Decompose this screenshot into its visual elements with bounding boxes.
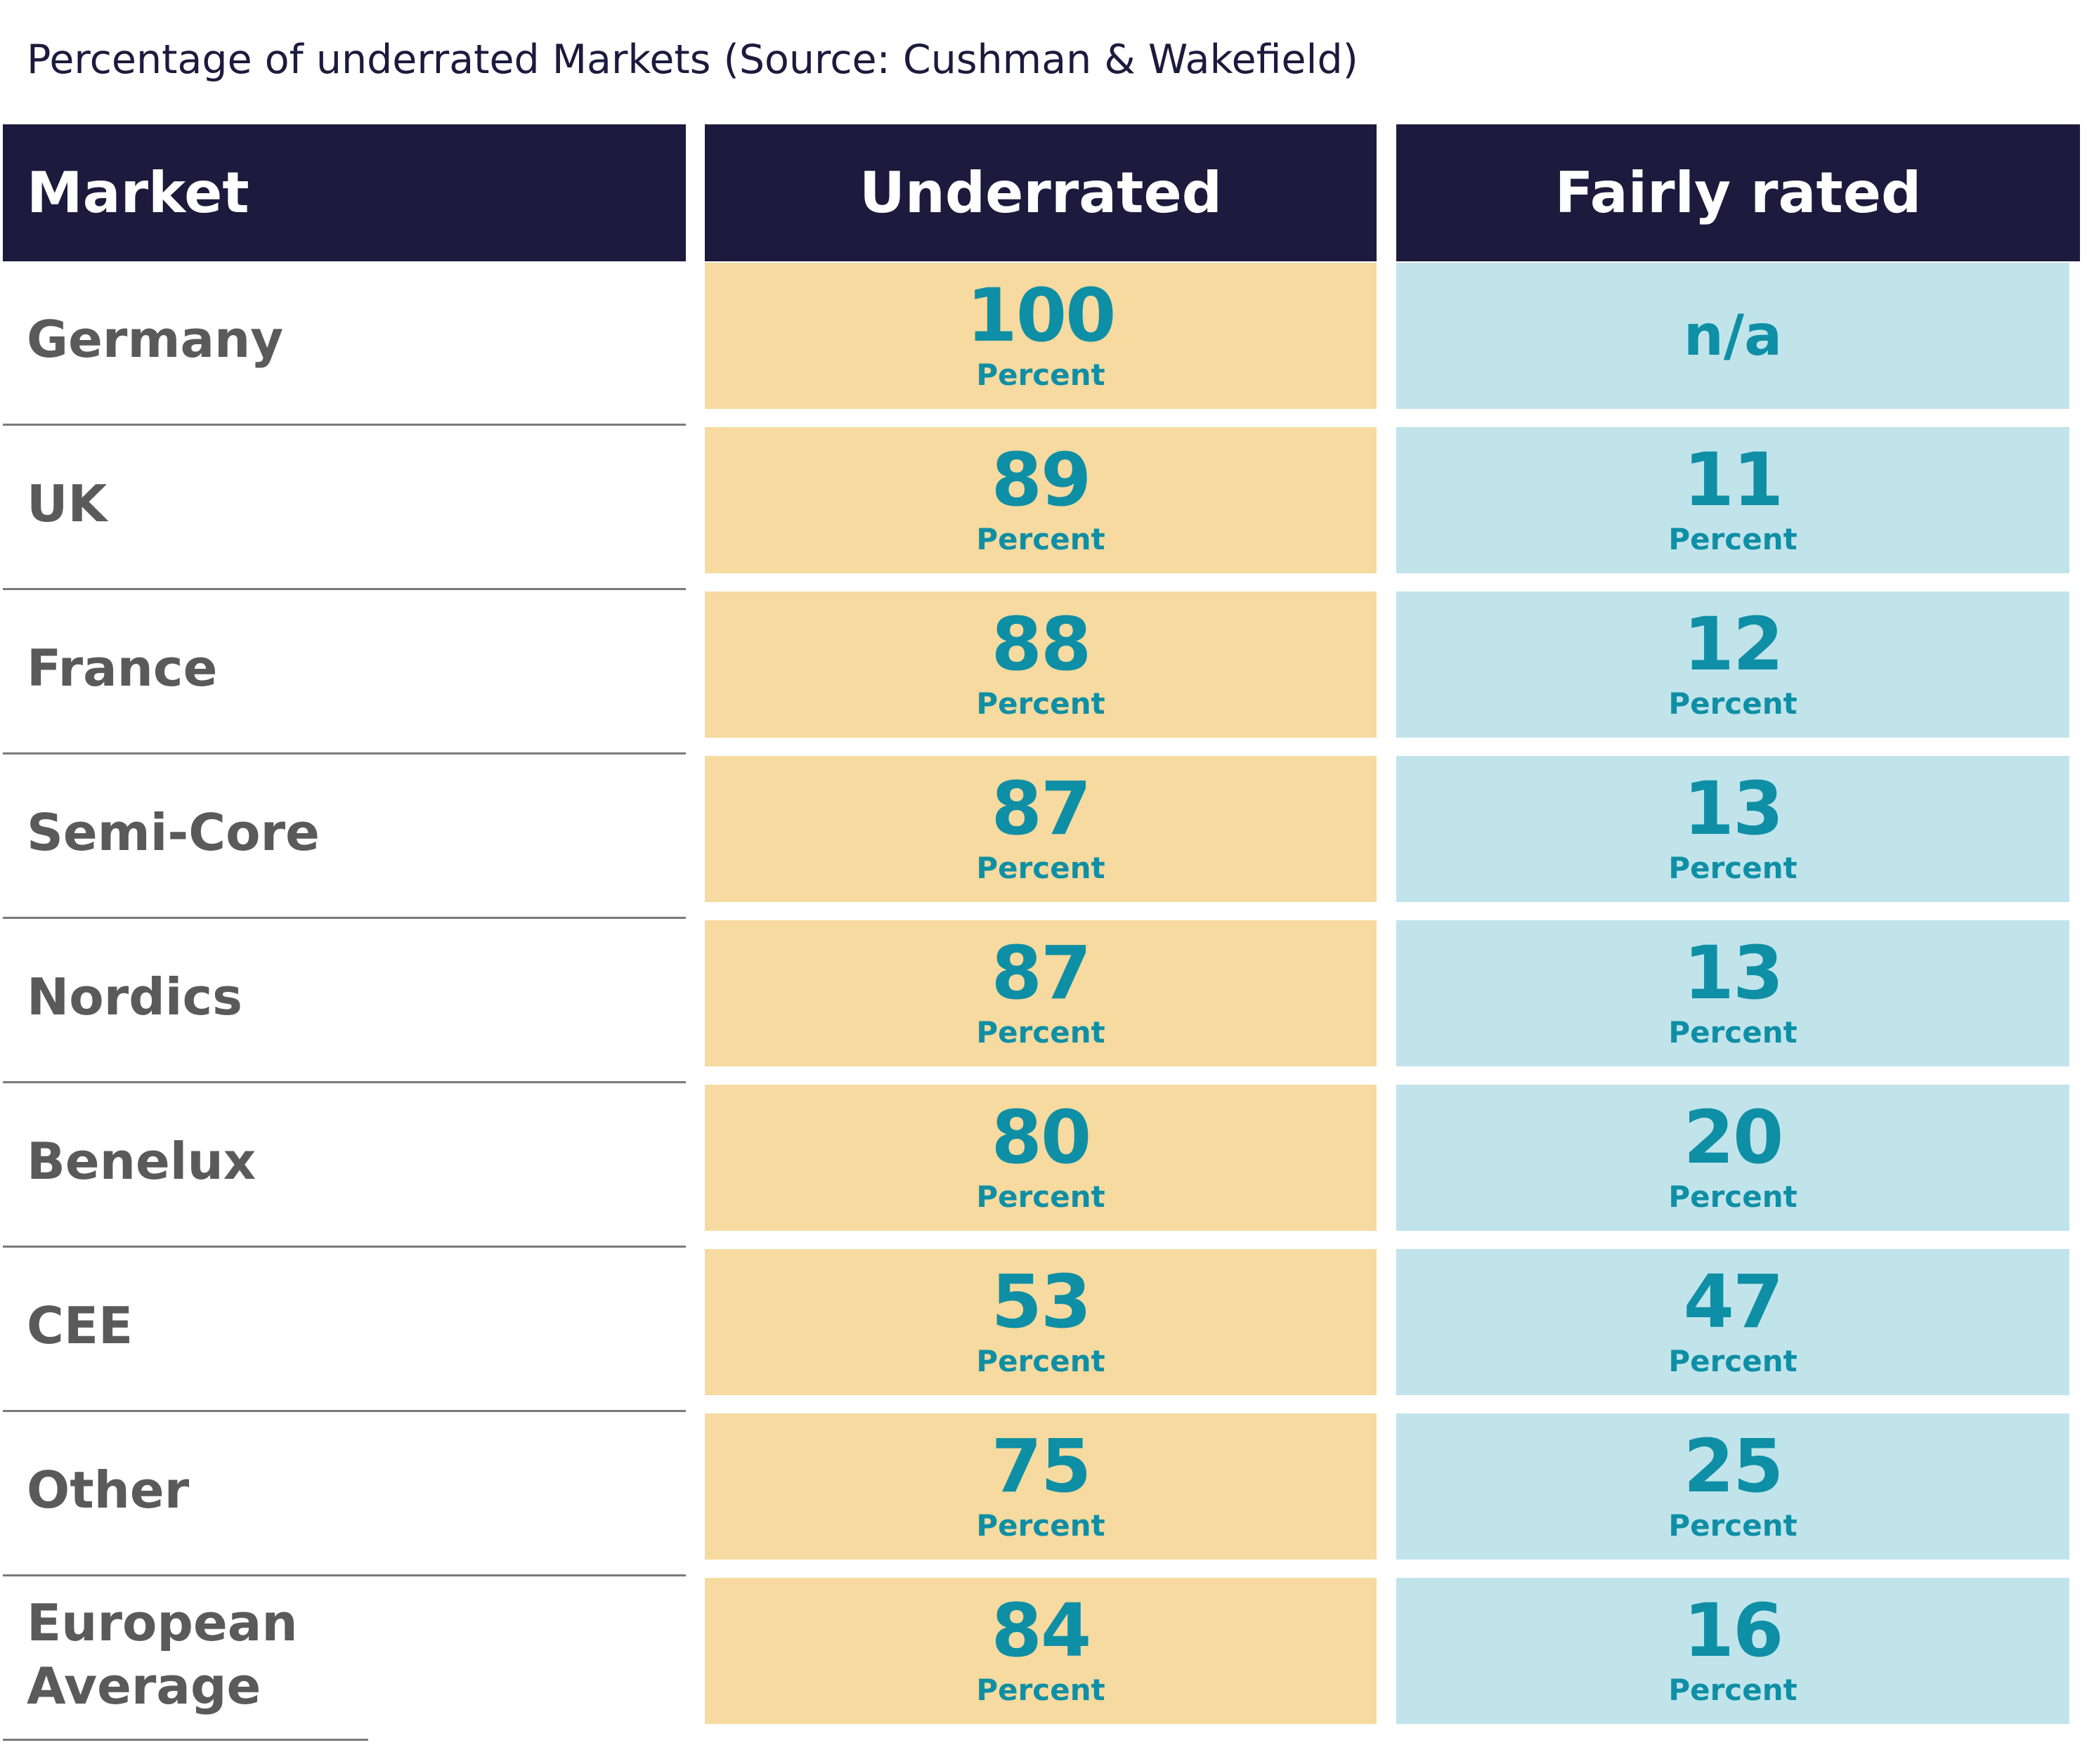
value-number: 84 [991,1588,1092,1673]
value-number: 16 [1683,1588,1784,1673]
market-label: Benelux [3,1083,686,1248]
underrated-cell: 87 Percent [705,920,1377,1066]
value-number: 87 [991,766,1092,851]
underrated-cell: 88 Percent [705,592,1377,738]
value-unit: Percent [1668,1673,1797,1707]
value-na: n/a [1683,303,1783,368]
fairly-rated-cell: 13 Percent [1396,756,2069,902]
header-market: Market [3,124,686,261]
header-underrated: Underrated [705,124,1377,261]
fairly-rated-cell: 16 Percent [1396,1578,2069,1724]
value-number: 75 [991,1423,1092,1509]
value-number: 53 [991,1259,1092,1345]
fairly-rated-cell: 25 Percent [1396,1413,2069,1560]
underrated-cell: 75 Percent [705,1413,1377,1560]
value-number: 20 [1683,1095,1784,1180]
fairly-rated-cell: 11 Percent [1396,427,2069,573]
market-label: Semi-Core [3,754,686,919]
value-unit: Percent [976,686,1105,721]
value-number: 89 [991,437,1092,523]
value-unit: Percent [976,1508,1105,1543]
chart-title: Percentage of underrated Markets (Source… [27,37,1358,83]
value-unit: Percent [976,1673,1105,1707]
underrated-cell: 87 Percent [705,756,1377,902]
value-unit: Percent [1668,1508,1797,1543]
value-unit: Percent [1668,522,1797,556]
fairly-rated-cell: 20 Percent [1396,1085,2069,1231]
underrated-cell: 84 Percent [705,1578,1377,1724]
fairly-rated-cell: 13 Percent [1396,920,2069,1066]
value-number: 13 [1683,766,1784,851]
value-number: 12 [1683,601,1784,687]
value-unit: Percent [976,1180,1105,1214]
value-number: 47 [1683,1259,1784,1345]
value-unit: Percent [1668,686,1797,721]
value-number: 80 [991,1095,1092,1180]
value-unit: Percent [976,1344,1105,1378]
market-label: Germany [3,261,686,426]
value-number: 11 [1683,437,1784,523]
market-label: CEE [3,1248,686,1412]
value-unit: Percent [1668,1180,1797,1214]
market-label: France [3,590,686,754]
underrated-cell: 100 Percent [705,263,1377,409]
market-label: Other [3,1412,686,1576]
value-unit: Percent [1668,1344,1797,1378]
value-unit: Percent [1668,1015,1797,1050]
value-number: 25 [1683,1423,1784,1509]
underrated-cell: 53 Percent [705,1249,1377,1395]
market-label: European Average [3,1576,368,1741]
value-unit: Percent [976,358,1105,392]
market-label: Nordics [3,919,686,1083]
value-number: 13 [1683,930,1784,1016]
value-unit: Percent [976,851,1105,885]
underrated-cell: 89 Percent [705,427,1377,573]
underrated-cell: 80 Percent [705,1085,1377,1231]
fairly-rated-cell: n/a [1396,263,2069,409]
fairly-rated-cell: 47 Percent [1396,1249,2069,1395]
value-number: 87 [991,930,1092,1016]
value-number: 88 [991,601,1092,687]
value-unit: Percent [976,522,1105,556]
market-label: UK [3,426,686,590]
value-number: 100 [966,273,1116,358]
value-unit: Percent [976,1015,1105,1050]
header-fairly-rated: Fairly rated [1396,124,2080,261]
fairly-rated-cell: 12 Percent [1396,592,2069,738]
value-unit: Percent [1668,851,1797,885]
